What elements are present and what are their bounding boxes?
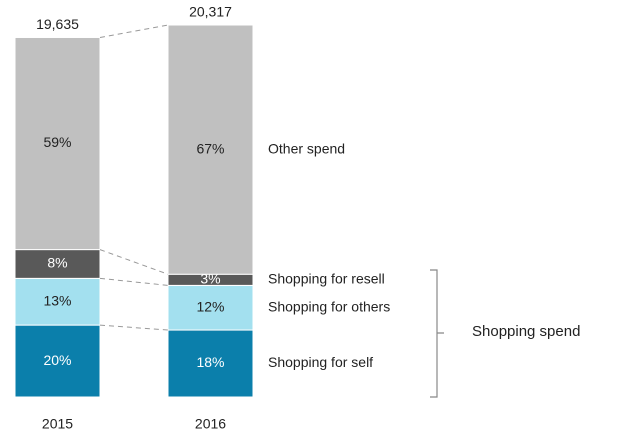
value-label: 12% [196,298,224,314]
value-label: 18% [196,354,224,370]
bar-segment [14,277,101,326]
legend-label: Shopping for resell [268,271,385,287]
bar-segment [14,36,101,251]
group-bracket [430,269,444,398]
x-tick-label: 2016 [195,416,226,432]
legend-label: Shopping for others [268,298,390,314]
total-label: 20,317 [189,4,232,20]
bar-segment [167,24,254,275]
legend-label: Shopping for self [268,354,373,370]
bar-segment [167,284,254,331]
value-label: 8% [47,255,67,271]
legend-label: Other spend [268,140,345,156]
total-label: 19,635 [36,16,79,32]
value-label: 59% [43,134,71,150]
value-label: 20% [43,352,71,368]
connector [99,24,169,38]
value-label: 67% [196,140,224,156]
bar-segment [167,329,254,398]
x-tick-label: 2015 [42,416,73,432]
group-label: Shopping spend [472,323,580,340]
connector [99,249,169,275]
bar-segment [14,324,101,398]
connector [99,324,169,331]
connector [99,277,169,286]
value-label: 13% [43,292,71,308]
